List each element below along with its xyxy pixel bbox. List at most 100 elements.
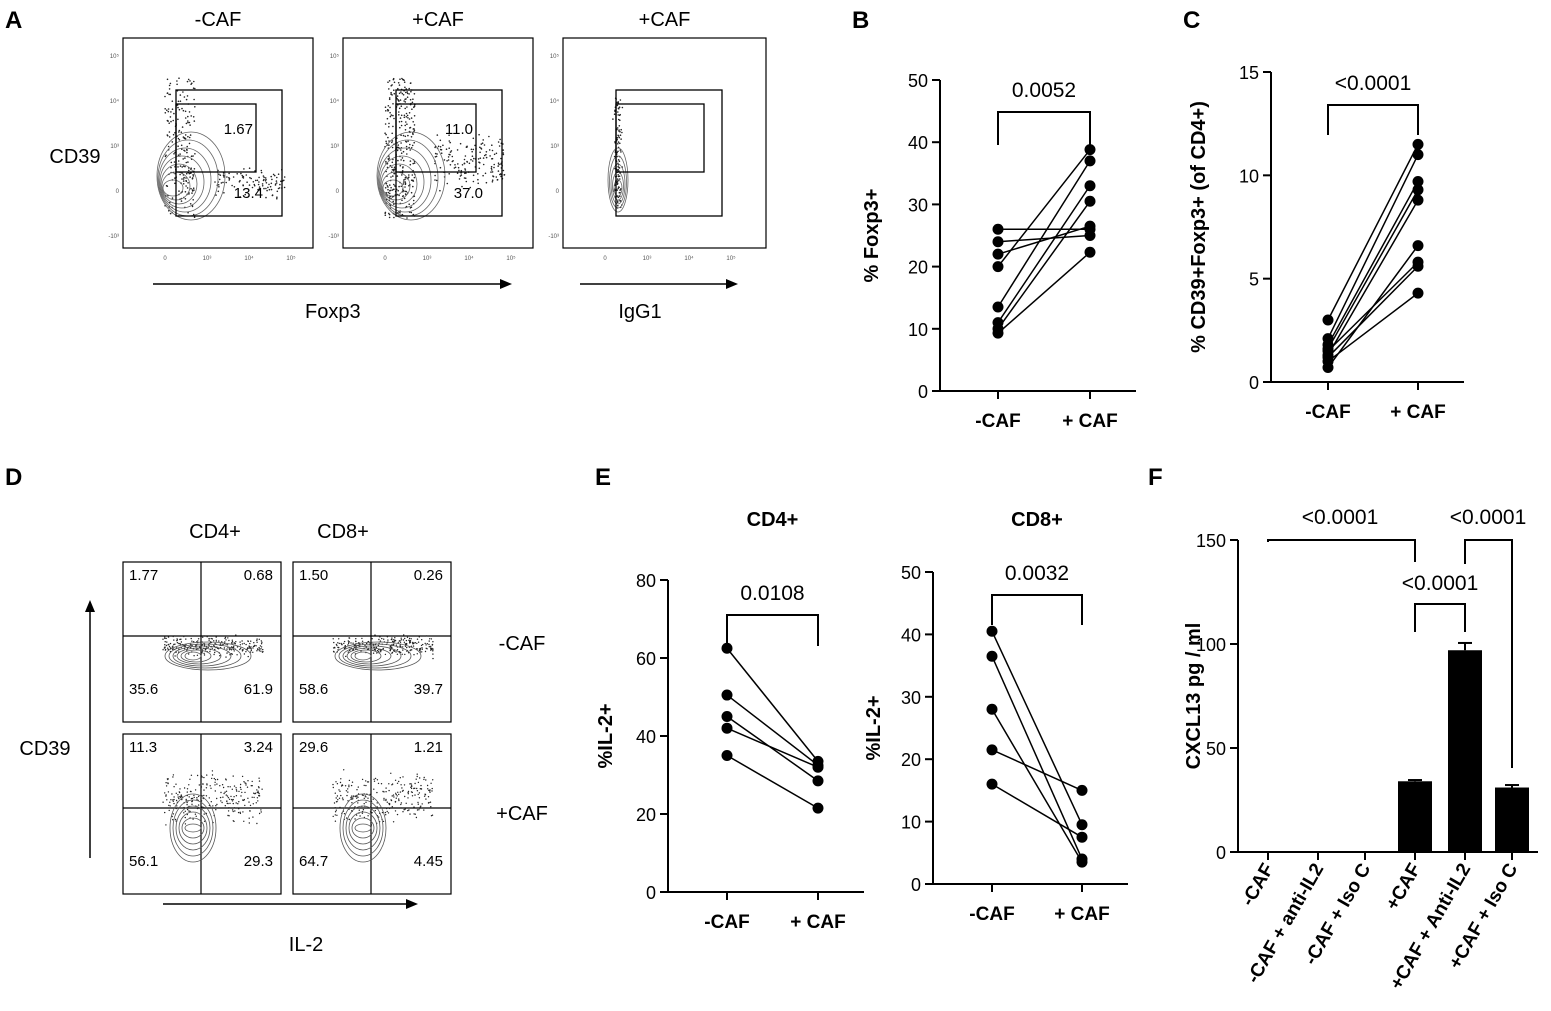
event-dot	[408, 174, 410, 176]
event-dot	[361, 812, 364, 814]
event-dot	[179, 94, 182, 96]
event-dot	[616, 200, 619, 202]
event-dot	[333, 641, 335, 644]
event-dot	[176, 80, 178, 82]
event-dot	[262, 648, 264, 651]
event-dot	[404, 86, 406, 89]
event-dot	[336, 644, 338, 647]
event-dot	[172, 776, 174, 778]
event-dot	[248, 167, 251, 169]
event-dot	[431, 814, 434, 816]
event-dot	[254, 179, 257, 182]
contour-line	[338, 643, 412, 669]
event-dot	[418, 792, 421, 794]
event-dot	[619, 142, 621, 145]
x-tick-label-plus-caf: + CAF	[790, 912, 845, 933]
event-dot	[179, 165, 182, 167]
event-dot	[388, 144, 390, 146]
event-dot	[334, 814, 336, 816]
event-dot	[190, 647, 192, 649]
x-tick-label: 10³	[423, 256, 432, 262]
y-tick-label: 15	[1239, 63, 1259, 83]
event-dot	[393, 640, 396, 642]
event-dot	[343, 640, 346, 643]
event-dot	[396, 95, 399, 97]
event-dot	[396, 782, 399, 784]
event-dot	[262, 179, 265, 182]
event-dot	[409, 143, 411, 146]
event-dot	[405, 98, 407, 100]
y-tick-label: 10	[901, 813, 921, 833]
event-dot	[389, 648, 392, 651]
event-dot	[190, 797, 193, 800]
data-point-plus-caf	[1084, 180, 1096, 192]
plot-frame	[122, 37, 314, 249]
event-dot	[210, 801, 212, 803]
event-dot	[260, 809, 262, 811]
contour-line	[382, 179, 404, 197]
y-tick-label: 0	[556, 189, 560, 195]
event-dot	[401, 653, 403, 655]
event-dot	[187, 161, 189, 163]
event-dot	[225, 790, 228, 792]
gate-outer	[615, 89, 723, 217]
event-dot	[399, 99, 402, 101]
event-dot	[165, 785, 168, 787]
event-dot	[430, 645, 432, 648]
event-dot	[399, 126, 401, 129]
contour-line	[350, 649, 382, 663]
event-dot	[484, 172, 487, 175]
event-dot	[380, 783, 383, 785]
event-dot	[169, 642, 172, 645]
event-dot	[407, 791, 409, 794]
event-dot	[413, 124, 416, 126]
event-dot	[276, 190, 279, 193]
panel-label-c: C	[1183, 7, 1200, 34]
event-dot	[463, 162, 466, 165]
plot-frame	[122, 733, 282, 895]
event-dot	[470, 148, 473, 151]
event-dot	[178, 108, 181, 111]
event-dot	[252, 181, 255, 183]
event-dot	[404, 129, 407, 131]
event-dot	[235, 634, 237, 636]
event-dot	[185, 161, 188, 164]
event-dot	[387, 158, 390, 160]
event-dot	[396, 813, 399, 816]
event-dot	[412, 162, 415, 165]
event-dot	[276, 176, 278, 179]
event-dot	[176, 805, 178, 807]
event-dot	[618, 136, 621, 139]
event-dot	[404, 101, 407, 103]
event-dot	[257, 183, 260, 186]
event-dot	[184, 198, 187, 200]
y-tick-label: 10⁴	[550, 98, 560, 105]
event-dot	[412, 199, 415, 202]
event-dot	[404, 643, 406, 645]
event-dot	[416, 653, 418, 655]
event-dot	[270, 182, 273, 185]
event-dot	[219, 655, 221, 657]
event-dot	[376, 649, 379, 652]
event-dot	[256, 650, 258, 652]
event-dot	[185, 177, 187, 179]
event-dot	[396, 653, 399, 655]
event-dot	[386, 185, 389, 187]
data-point-minus-caf	[721, 750, 733, 761]
event-dot	[173, 153, 175, 155]
event-dot	[391, 651, 394, 654]
event-dot	[404, 176, 407, 179]
event-dot	[397, 82, 400, 84]
event-dot	[386, 636, 389, 638]
x-tick-label: 10³	[203, 256, 212, 262]
event-dot	[416, 648, 418, 650]
event-dot	[336, 814, 338, 816]
event-dot	[363, 784, 365, 787]
event-dot	[434, 174, 436, 177]
event-dot	[485, 153, 487, 156]
event-dot	[365, 796, 367, 798]
event-dot	[283, 176, 286, 178]
event-dot	[385, 799, 387, 802]
event-dot	[245, 651, 247, 653]
event-dot	[425, 635, 428, 637]
